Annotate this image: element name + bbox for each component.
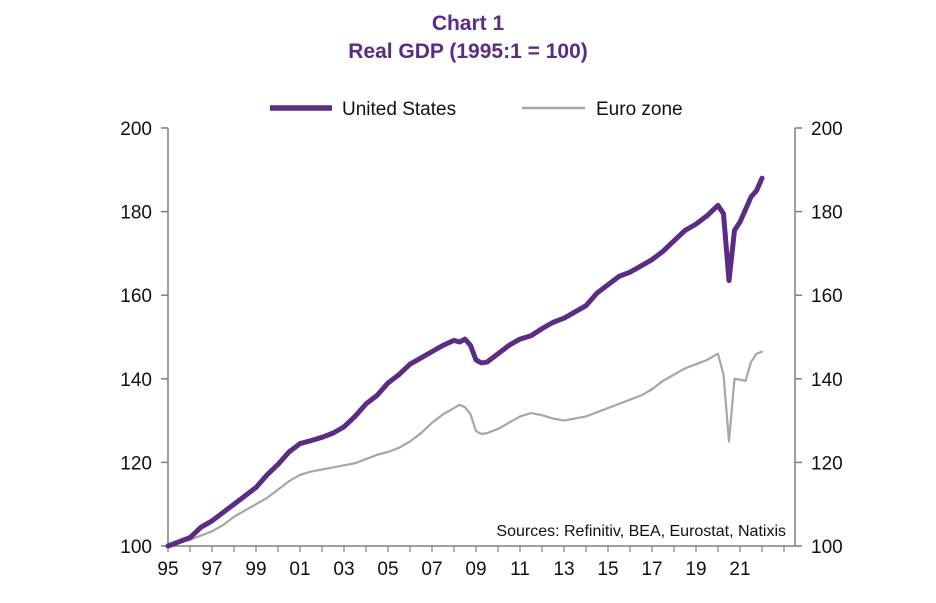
tick-group: 100 120 140 160 180 200 100 120 140 160 180 200 95 97… <box>120 119 842 580</box>
series-line-euro-zone <box>166 350 764 548</box>
x-tick-label: 01 <box>289 559 310 580</box>
y-tick-label-left: 120 <box>120 453 152 474</box>
x-tick-label: 11 <box>510 559 530 580</box>
x-tick-label: 97 <box>201 559 222 580</box>
x-tick-label: 07 <box>421 559 442 580</box>
x-tick-label: 09 <box>465 559 486 580</box>
axes <box>167 128 796 547</box>
x-tick-label: 19 <box>685 559 706 580</box>
y-tick-label-right: 120 <box>811 453 843 474</box>
x-tick-label: 05 <box>377 559 398 580</box>
x-tick-label: 95 <box>157 559 178 580</box>
y-tick-label-right: 160 <box>811 286 843 307</box>
x-tick-label: 99 <box>245 559 266 580</box>
y-tick-label-left: 180 <box>120 203 152 224</box>
y-tick-label-right: 200 <box>811 119 843 140</box>
x-tick-label: 15 <box>597 559 618 580</box>
x-tick-label: 17 <box>641 559 662 580</box>
x-tick-label: 13 <box>553 559 574 580</box>
legend: United States Euro zone <box>270 99 683 120</box>
y-tick-label-right: 140 <box>811 370 843 391</box>
x-tick-label: 03 <box>333 559 354 580</box>
x-tick-label: 21 <box>729 559 750 580</box>
legend-label-united-states: United States <box>342 99 456 120</box>
chart-title: Chart 1 <box>431 12 505 35</box>
y-tick-label-right: 100 <box>811 537 843 558</box>
y-tick-label-left: 200 <box>120 119 152 140</box>
y-tick-label-left: 100 <box>120 537 152 558</box>
y-tick-label-right: 180 <box>811 203 843 224</box>
y-tick-label-left: 160 <box>120 286 152 307</box>
source-note: Sources: Refinitiv, BEA, Eurostat, Natix… <box>496 523 786 540</box>
y-tick-label-left: 140 <box>120 370 152 391</box>
series-group <box>165 175 765 549</box>
chart-subtitle: Real GDP (1995:1 = 100) <box>348 40 588 63</box>
legend-label-euro-zone: Euro zone <box>596 99 683 120</box>
series-line-united-states <box>165 175 765 549</box>
